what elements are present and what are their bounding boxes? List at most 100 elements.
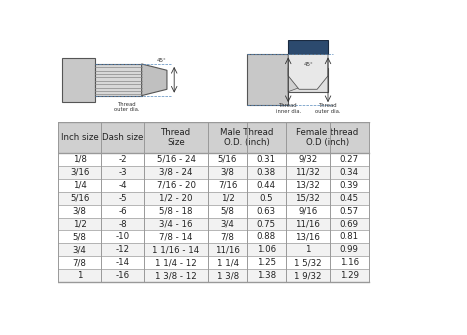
- Text: 3/8: 3/8: [220, 168, 234, 177]
- Text: 3/4: 3/4: [220, 219, 234, 228]
- FancyBboxPatch shape: [208, 192, 247, 205]
- FancyBboxPatch shape: [62, 58, 94, 102]
- Text: 1/2: 1/2: [73, 219, 87, 228]
- FancyBboxPatch shape: [58, 256, 101, 269]
- FancyBboxPatch shape: [286, 217, 330, 230]
- FancyBboxPatch shape: [330, 256, 368, 269]
- Text: 45°: 45°: [303, 62, 313, 67]
- Text: Female thread
O.D (inch): Female thread O.D (inch): [296, 128, 358, 147]
- FancyBboxPatch shape: [144, 256, 208, 269]
- FancyBboxPatch shape: [101, 122, 144, 153]
- FancyBboxPatch shape: [330, 179, 368, 192]
- FancyBboxPatch shape: [208, 122, 286, 153]
- Text: 1 3/8: 1 3/8: [217, 271, 239, 280]
- FancyBboxPatch shape: [286, 244, 330, 256]
- Text: Thread
Size: Thread Size: [161, 128, 191, 147]
- Text: 5/16 - 24: 5/16 - 24: [156, 155, 196, 164]
- Text: 0.45: 0.45: [340, 194, 359, 203]
- FancyBboxPatch shape: [247, 244, 286, 256]
- Text: -6: -6: [118, 207, 127, 215]
- FancyBboxPatch shape: [286, 230, 330, 244]
- Text: -2: -2: [118, 155, 127, 164]
- Text: -16: -16: [115, 271, 129, 280]
- Text: 7/16: 7/16: [218, 181, 237, 190]
- FancyBboxPatch shape: [101, 256, 144, 269]
- FancyBboxPatch shape: [208, 256, 247, 269]
- FancyBboxPatch shape: [144, 192, 208, 205]
- FancyBboxPatch shape: [144, 244, 208, 256]
- Text: 1 1/16 - 14: 1 1/16 - 14: [152, 246, 199, 254]
- Text: 3/8 - 24: 3/8 - 24: [159, 168, 193, 177]
- Polygon shape: [288, 55, 328, 89]
- Text: 3/4: 3/4: [73, 246, 87, 254]
- Text: Thread
outer dia.: Thread outer dia.: [114, 102, 140, 113]
- Text: 0.5: 0.5: [260, 194, 273, 203]
- Polygon shape: [289, 55, 292, 60]
- FancyBboxPatch shape: [286, 269, 330, 282]
- FancyBboxPatch shape: [208, 166, 247, 179]
- FancyBboxPatch shape: [330, 192, 368, 205]
- FancyBboxPatch shape: [144, 205, 208, 217]
- FancyBboxPatch shape: [286, 153, 330, 166]
- Text: 0.27: 0.27: [340, 155, 359, 164]
- FancyBboxPatch shape: [247, 230, 286, 244]
- Text: 5/16: 5/16: [218, 155, 237, 164]
- Text: 1.25: 1.25: [257, 258, 276, 267]
- Text: 7/8 - 14: 7/8 - 14: [159, 232, 193, 242]
- FancyBboxPatch shape: [144, 230, 208, 244]
- Text: 11/16: 11/16: [295, 219, 320, 228]
- Text: 1.16: 1.16: [340, 258, 359, 267]
- FancyBboxPatch shape: [101, 205, 144, 217]
- FancyBboxPatch shape: [208, 269, 247, 282]
- Text: 1/4: 1/4: [73, 181, 87, 190]
- Text: 1 3/8 - 12: 1 3/8 - 12: [155, 271, 197, 280]
- Text: 13/16: 13/16: [295, 232, 320, 242]
- FancyBboxPatch shape: [330, 217, 368, 230]
- FancyBboxPatch shape: [247, 192, 286, 205]
- Text: 0.88: 0.88: [257, 232, 276, 242]
- FancyBboxPatch shape: [286, 192, 330, 205]
- Text: 0.44: 0.44: [257, 181, 276, 190]
- FancyBboxPatch shape: [208, 230, 247, 244]
- Text: 0.63: 0.63: [257, 207, 276, 215]
- Text: 1/8: 1/8: [73, 155, 87, 164]
- FancyBboxPatch shape: [58, 192, 101, 205]
- FancyBboxPatch shape: [286, 256, 330, 269]
- FancyBboxPatch shape: [144, 179, 208, 192]
- FancyBboxPatch shape: [58, 122, 101, 153]
- Text: 5/8: 5/8: [220, 207, 234, 215]
- Text: 0.31: 0.31: [257, 155, 276, 164]
- Text: 5/8: 5/8: [73, 232, 87, 242]
- Text: 15/32: 15/32: [295, 194, 320, 203]
- FancyBboxPatch shape: [101, 166, 144, 179]
- Text: Dash size: Dash size: [102, 133, 143, 142]
- Text: -10: -10: [115, 232, 129, 242]
- FancyBboxPatch shape: [286, 122, 368, 153]
- FancyBboxPatch shape: [101, 153, 144, 166]
- FancyBboxPatch shape: [101, 230, 144, 244]
- FancyBboxPatch shape: [330, 244, 368, 256]
- FancyBboxPatch shape: [330, 166, 368, 179]
- Text: 1.06: 1.06: [257, 246, 276, 254]
- FancyBboxPatch shape: [58, 205, 101, 217]
- Text: 1 9/32: 1 9/32: [294, 271, 321, 280]
- FancyBboxPatch shape: [58, 230, 101, 244]
- FancyBboxPatch shape: [330, 269, 368, 282]
- FancyBboxPatch shape: [101, 179, 144, 192]
- Text: -14: -14: [115, 258, 129, 267]
- Text: 7/8: 7/8: [220, 232, 234, 242]
- FancyBboxPatch shape: [286, 166, 330, 179]
- FancyBboxPatch shape: [247, 256, 286, 269]
- FancyBboxPatch shape: [101, 269, 144, 282]
- FancyBboxPatch shape: [330, 230, 368, 244]
- Text: 11/32: 11/32: [295, 168, 320, 177]
- Text: 1 5/32: 1 5/32: [294, 258, 322, 267]
- Text: 1.29: 1.29: [340, 271, 359, 280]
- FancyBboxPatch shape: [288, 68, 328, 92]
- FancyBboxPatch shape: [208, 179, 247, 192]
- FancyBboxPatch shape: [144, 122, 208, 153]
- Polygon shape: [288, 68, 299, 92]
- FancyBboxPatch shape: [101, 244, 144, 256]
- FancyBboxPatch shape: [247, 205, 286, 217]
- FancyBboxPatch shape: [247, 269, 286, 282]
